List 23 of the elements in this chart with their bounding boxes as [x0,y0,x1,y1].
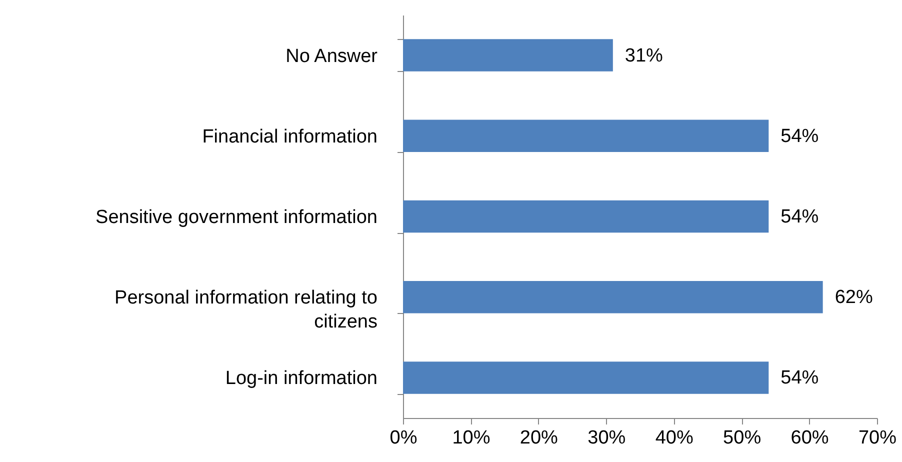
data-label: 54% [780,126,819,147]
data-label: 31% [624,45,664,66]
bar [403,362,769,394]
bar [403,280,823,314]
x-tick-label: 50% [723,428,762,448]
y-tick-label: Financial information [202,126,378,148]
x-tick-label: 30% [588,428,626,448]
y-tick-label: Log-in information [225,368,378,390]
x-tick-label: 0% [390,428,418,448]
bar [403,200,769,233]
x-tick-label: 20% [520,428,558,448]
y-tick-label: Sensitive government information [96,207,378,228]
x-tick-label: 60% [790,428,829,448]
y-tick-label: Personal information relating to citizens [114,288,378,333]
y-tick-label: No Answer [286,46,378,67]
data-label: 54% [780,206,819,228]
data-label: 62% [834,287,873,308]
bar [403,120,769,152]
x-tick-label: 70% [858,428,897,448]
x-tick-label: 10% [452,428,490,448]
x-tick-label: 40% [655,428,694,448]
data-label: 54% [780,368,819,389]
bar [403,39,613,72]
